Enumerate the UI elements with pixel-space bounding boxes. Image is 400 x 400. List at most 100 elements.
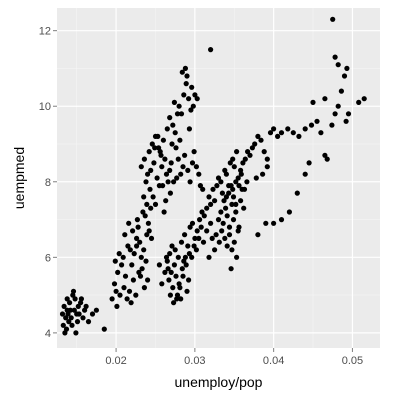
data-point xyxy=(161,209,167,215)
data-point xyxy=(335,62,341,68)
data-point xyxy=(233,209,239,215)
data-point xyxy=(180,273,186,279)
data-point xyxy=(361,96,367,102)
data-point xyxy=(206,194,212,200)
data-point xyxy=(169,141,175,147)
data-point xyxy=(215,175,222,181)
data-point xyxy=(178,296,184,302)
data-point xyxy=(230,186,236,192)
data-point xyxy=(170,122,176,128)
data-point xyxy=(187,224,193,230)
data-point xyxy=(71,307,77,313)
data-point xyxy=(145,171,151,177)
data-point xyxy=(67,300,73,306)
data-point xyxy=(197,217,203,223)
x-tick-label: 0.05 xyxy=(342,355,363,367)
data-point xyxy=(208,47,214,53)
data-point xyxy=(192,92,198,98)
data-point xyxy=(178,111,185,117)
data-point xyxy=(188,107,194,113)
data-point xyxy=(61,303,67,309)
data-point xyxy=(66,319,72,325)
data-point xyxy=(59,311,66,317)
data-point xyxy=(167,167,173,173)
data-point xyxy=(267,130,274,136)
data-point xyxy=(345,111,352,117)
data-point xyxy=(130,277,136,283)
data-point xyxy=(177,285,183,291)
data-point xyxy=(199,209,205,215)
data-point xyxy=(189,84,195,90)
data-point xyxy=(140,209,146,215)
data-point xyxy=(67,307,73,313)
data-point xyxy=(167,190,173,196)
data-point xyxy=(252,141,258,147)
data-point xyxy=(230,194,237,200)
data-point xyxy=(129,262,135,268)
data-point xyxy=(135,224,141,230)
data-point xyxy=(190,103,196,109)
y-tick-label: 8 xyxy=(45,177,51,189)
data-point xyxy=(122,232,128,238)
data-point xyxy=(76,311,82,317)
data-point xyxy=(137,239,143,245)
y-tick-label: 10 xyxy=(39,101,51,113)
data-point xyxy=(144,232,150,238)
data-point xyxy=(189,220,196,226)
data-point xyxy=(271,220,277,226)
data-point xyxy=(230,217,237,223)
data-point xyxy=(229,247,235,253)
data-point xyxy=(194,228,200,234)
data-point xyxy=(64,296,70,302)
data-point xyxy=(116,251,122,257)
data-point xyxy=(233,179,239,185)
data-point xyxy=(322,152,328,158)
data-point xyxy=(145,220,151,226)
data-point xyxy=(155,133,161,139)
data-point xyxy=(141,194,147,200)
data-point xyxy=(146,149,152,155)
data-point xyxy=(163,198,169,204)
data-point xyxy=(193,164,199,170)
data-point xyxy=(184,73,190,79)
data-point xyxy=(83,303,89,309)
data-point xyxy=(356,99,362,105)
data-point xyxy=(219,228,225,234)
data-point xyxy=(131,251,137,257)
data-point xyxy=(144,201,150,207)
data-point xyxy=(174,111,181,117)
data-point xyxy=(117,292,123,298)
data-point xyxy=(148,205,154,211)
data-point xyxy=(231,239,237,245)
data-point xyxy=(186,96,192,102)
data-point xyxy=(178,239,185,245)
data-point xyxy=(122,273,129,279)
data-point xyxy=(191,243,197,249)
data-point xyxy=(209,235,215,241)
data-point xyxy=(121,285,127,291)
data-point xyxy=(223,205,229,211)
data-point xyxy=(119,262,125,268)
data-point xyxy=(213,232,219,238)
data-point xyxy=(223,194,229,200)
x-axis-ticks: 0.02 0.03 0.04 0.05 xyxy=(105,348,363,367)
data-point xyxy=(172,130,178,136)
data-point xyxy=(93,307,99,313)
data-point xyxy=(230,156,236,162)
data-point xyxy=(314,118,320,124)
data-point xyxy=(247,152,253,158)
data-point xyxy=(255,133,261,139)
data-point xyxy=(218,179,224,185)
data-point xyxy=(184,288,190,294)
data-point xyxy=(109,296,115,302)
x-axis-title: unemploy/pop xyxy=(175,374,263,390)
data-point xyxy=(149,141,155,147)
data-point xyxy=(236,183,242,189)
data-point xyxy=(138,254,144,260)
data-point xyxy=(212,198,218,204)
data-point xyxy=(332,111,338,117)
y-axis-ticks: 4 6 8 10 12 xyxy=(39,26,57,340)
data-point xyxy=(167,292,173,298)
data-point xyxy=(329,122,335,128)
